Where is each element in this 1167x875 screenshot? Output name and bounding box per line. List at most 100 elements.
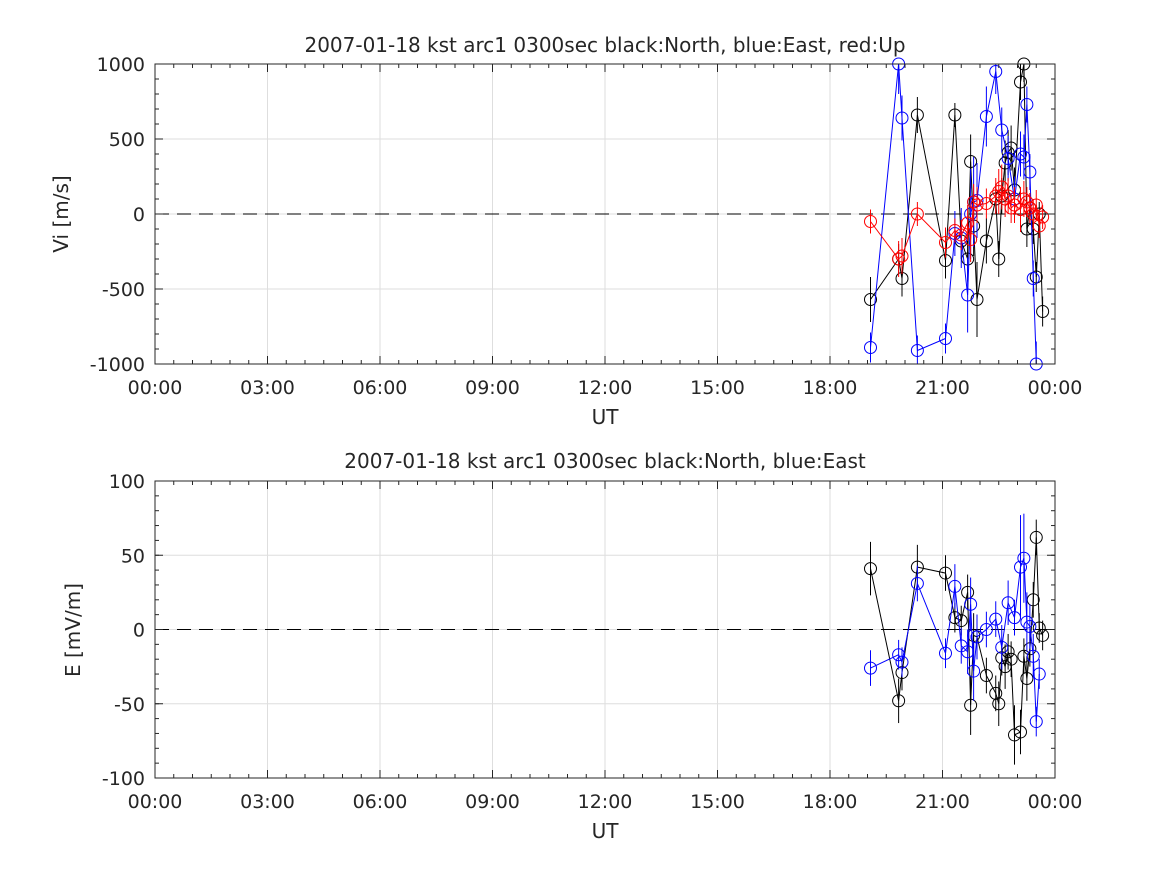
data-point bbox=[1020, 615, 1034, 629]
data-point bbox=[998, 192, 1012, 206]
data-point bbox=[964, 233, 978, 246]
data-point bbox=[1026, 207, 1040, 221]
data-point bbox=[895, 249, 909, 263]
data-point bbox=[995, 180, 1009, 194]
x-tick-labels: 00:00 03:00 06:00 09:00 12:00 15:00 18:00 21:00… bbox=[128, 791, 1083, 813]
y-tick-label: 100 bbox=[109, 471, 145, 493]
data-point bbox=[1014, 75, 1027, 89]
x-tick-label: 03:00 bbox=[240, 791, 295, 813]
data-point bbox=[1023, 165, 1037, 179]
data-point bbox=[910, 108, 924, 122]
data-point bbox=[967, 195, 981, 209]
data-point bbox=[948, 224, 962, 237]
data-point bbox=[964, 698, 978, 712]
data-point bbox=[1008, 611, 1021, 625]
chart-title: 2007-01-18 kst arc1 0300sec black:North,… bbox=[304, 33, 905, 57]
data-point bbox=[1017, 192, 1031, 206]
data-point bbox=[1026, 649, 1040, 663]
data-point bbox=[954, 614, 968, 628]
data-point bbox=[1029, 270, 1043, 284]
data-point bbox=[961, 288, 975, 302]
data-point bbox=[910, 576, 924, 590]
data-point bbox=[864, 661, 877, 675]
data-point bbox=[910, 207, 924, 221]
data-point bbox=[1020, 98, 1034, 111]
x-tick-label: 21:00 bbox=[915, 377, 970, 399]
x-tick-label: 18:00 bbox=[803, 377, 858, 399]
x-tick-label: 15:00 bbox=[690, 377, 745, 399]
x-tick-label: 09:00 bbox=[465, 377, 520, 399]
data-point bbox=[939, 566, 952, 580]
x-tick-label: 06:00 bbox=[353, 791, 408, 813]
x-tick-labels: 00:00 03:00 06:00 09:00 12:00 15:00 18:00 21:00… bbox=[128, 377, 1083, 399]
series-line bbox=[870, 185, 1044, 260]
x-tick-label: 18:00 bbox=[803, 791, 858, 813]
data-point bbox=[961, 585, 975, 599]
x-tick-label: 00:00 bbox=[128, 791, 183, 813]
x-tick-label: 00:00 bbox=[128, 377, 183, 399]
grid-lines bbox=[155, 481, 1055, 778]
data-point bbox=[939, 236, 952, 249]
data-point bbox=[864, 215, 877, 228]
data-point bbox=[1001, 152, 1015, 165]
data-point bbox=[992, 697, 1006, 711]
data-point bbox=[1029, 198, 1043, 212]
data-point bbox=[979, 110, 993, 123]
y-tick-labels: -1000 -500 0 500 1000 bbox=[90, 54, 145, 376]
data-point bbox=[892, 252, 906, 266]
data-point bbox=[1014, 725, 1027, 739]
series-group bbox=[864, 57, 1050, 371]
data-point bbox=[892, 648, 906, 662]
chart-electric-field: 00:00 03:00 06:00 09:00 12:00 15:00 18:00 21:00… bbox=[61, 449, 1082, 843]
data-point bbox=[992, 252, 1006, 266]
data-point bbox=[1026, 272, 1040, 285]
x-tick-label: 12:00 bbox=[578, 377, 633, 399]
data-point bbox=[979, 197, 993, 210]
data-point bbox=[970, 630, 984, 644]
data-point bbox=[1001, 596, 1015, 610]
x-axis-label: UT bbox=[592, 819, 620, 843]
data-point bbox=[1017, 551, 1031, 565]
tick-marks bbox=[154, 63, 1056, 365]
data-point bbox=[864, 293, 877, 306]
data-point bbox=[961, 645, 975, 659]
x-tick-label: 15:00 bbox=[690, 791, 745, 813]
data-point bbox=[967, 664, 981, 678]
x-tick-label: 06:00 bbox=[353, 377, 408, 399]
data-point bbox=[1023, 620, 1037, 634]
data-point bbox=[995, 123, 1009, 137]
y-tick-label: 0 bbox=[133, 620, 145, 642]
data-point bbox=[864, 562, 877, 576]
data-point bbox=[895, 655, 909, 669]
data-point bbox=[1023, 201, 1037, 215]
y-tick-label: 1000 bbox=[97, 54, 145, 76]
data-point bbox=[1001, 189, 1015, 203]
y-tick-label: 500 bbox=[109, 129, 145, 151]
series-line bbox=[870, 63, 1037, 365]
data-point bbox=[979, 234, 993, 248]
y-tick-labels: -100 -50 0 50 100 bbox=[102, 471, 145, 790]
data-point bbox=[995, 640, 1009, 654]
series-up bbox=[864, 164, 1050, 277]
y-axis-label: Vi [m/s] bbox=[49, 175, 73, 252]
data-point bbox=[864, 341, 877, 354]
data-point bbox=[1032, 621, 1046, 635]
data-point bbox=[892, 694, 906, 708]
x-tick-label: 21:00 bbox=[915, 791, 970, 813]
data-point bbox=[948, 611, 962, 625]
y-tick-label: -1000 bbox=[90, 354, 145, 376]
y-tick-label: -50 bbox=[114, 694, 145, 716]
data-point bbox=[1029, 715, 1043, 729]
data-point bbox=[1032, 219, 1046, 233]
series-group bbox=[864, 513, 1050, 765]
data-point bbox=[998, 156, 1012, 170]
tick-marks bbox=[154, 480, 1056, 779]
data-point bbox=[970, 198, 984, 212]
data-point bbox=[948, 579, 962, 593]
data-point bbox=[939, 332, 952, 345]
x-tick-label: 00:00 bbox=[1028, 377, 1083, 399]
chart-title: 2007-01-18 kst arc1 0300sec black:North,… bbox=[344, 449, 866, 473]
data-point bbox=[979, 669, 993, 683]
x-tick-label: 12:00 bbox=[578, 791, 633, 813]
